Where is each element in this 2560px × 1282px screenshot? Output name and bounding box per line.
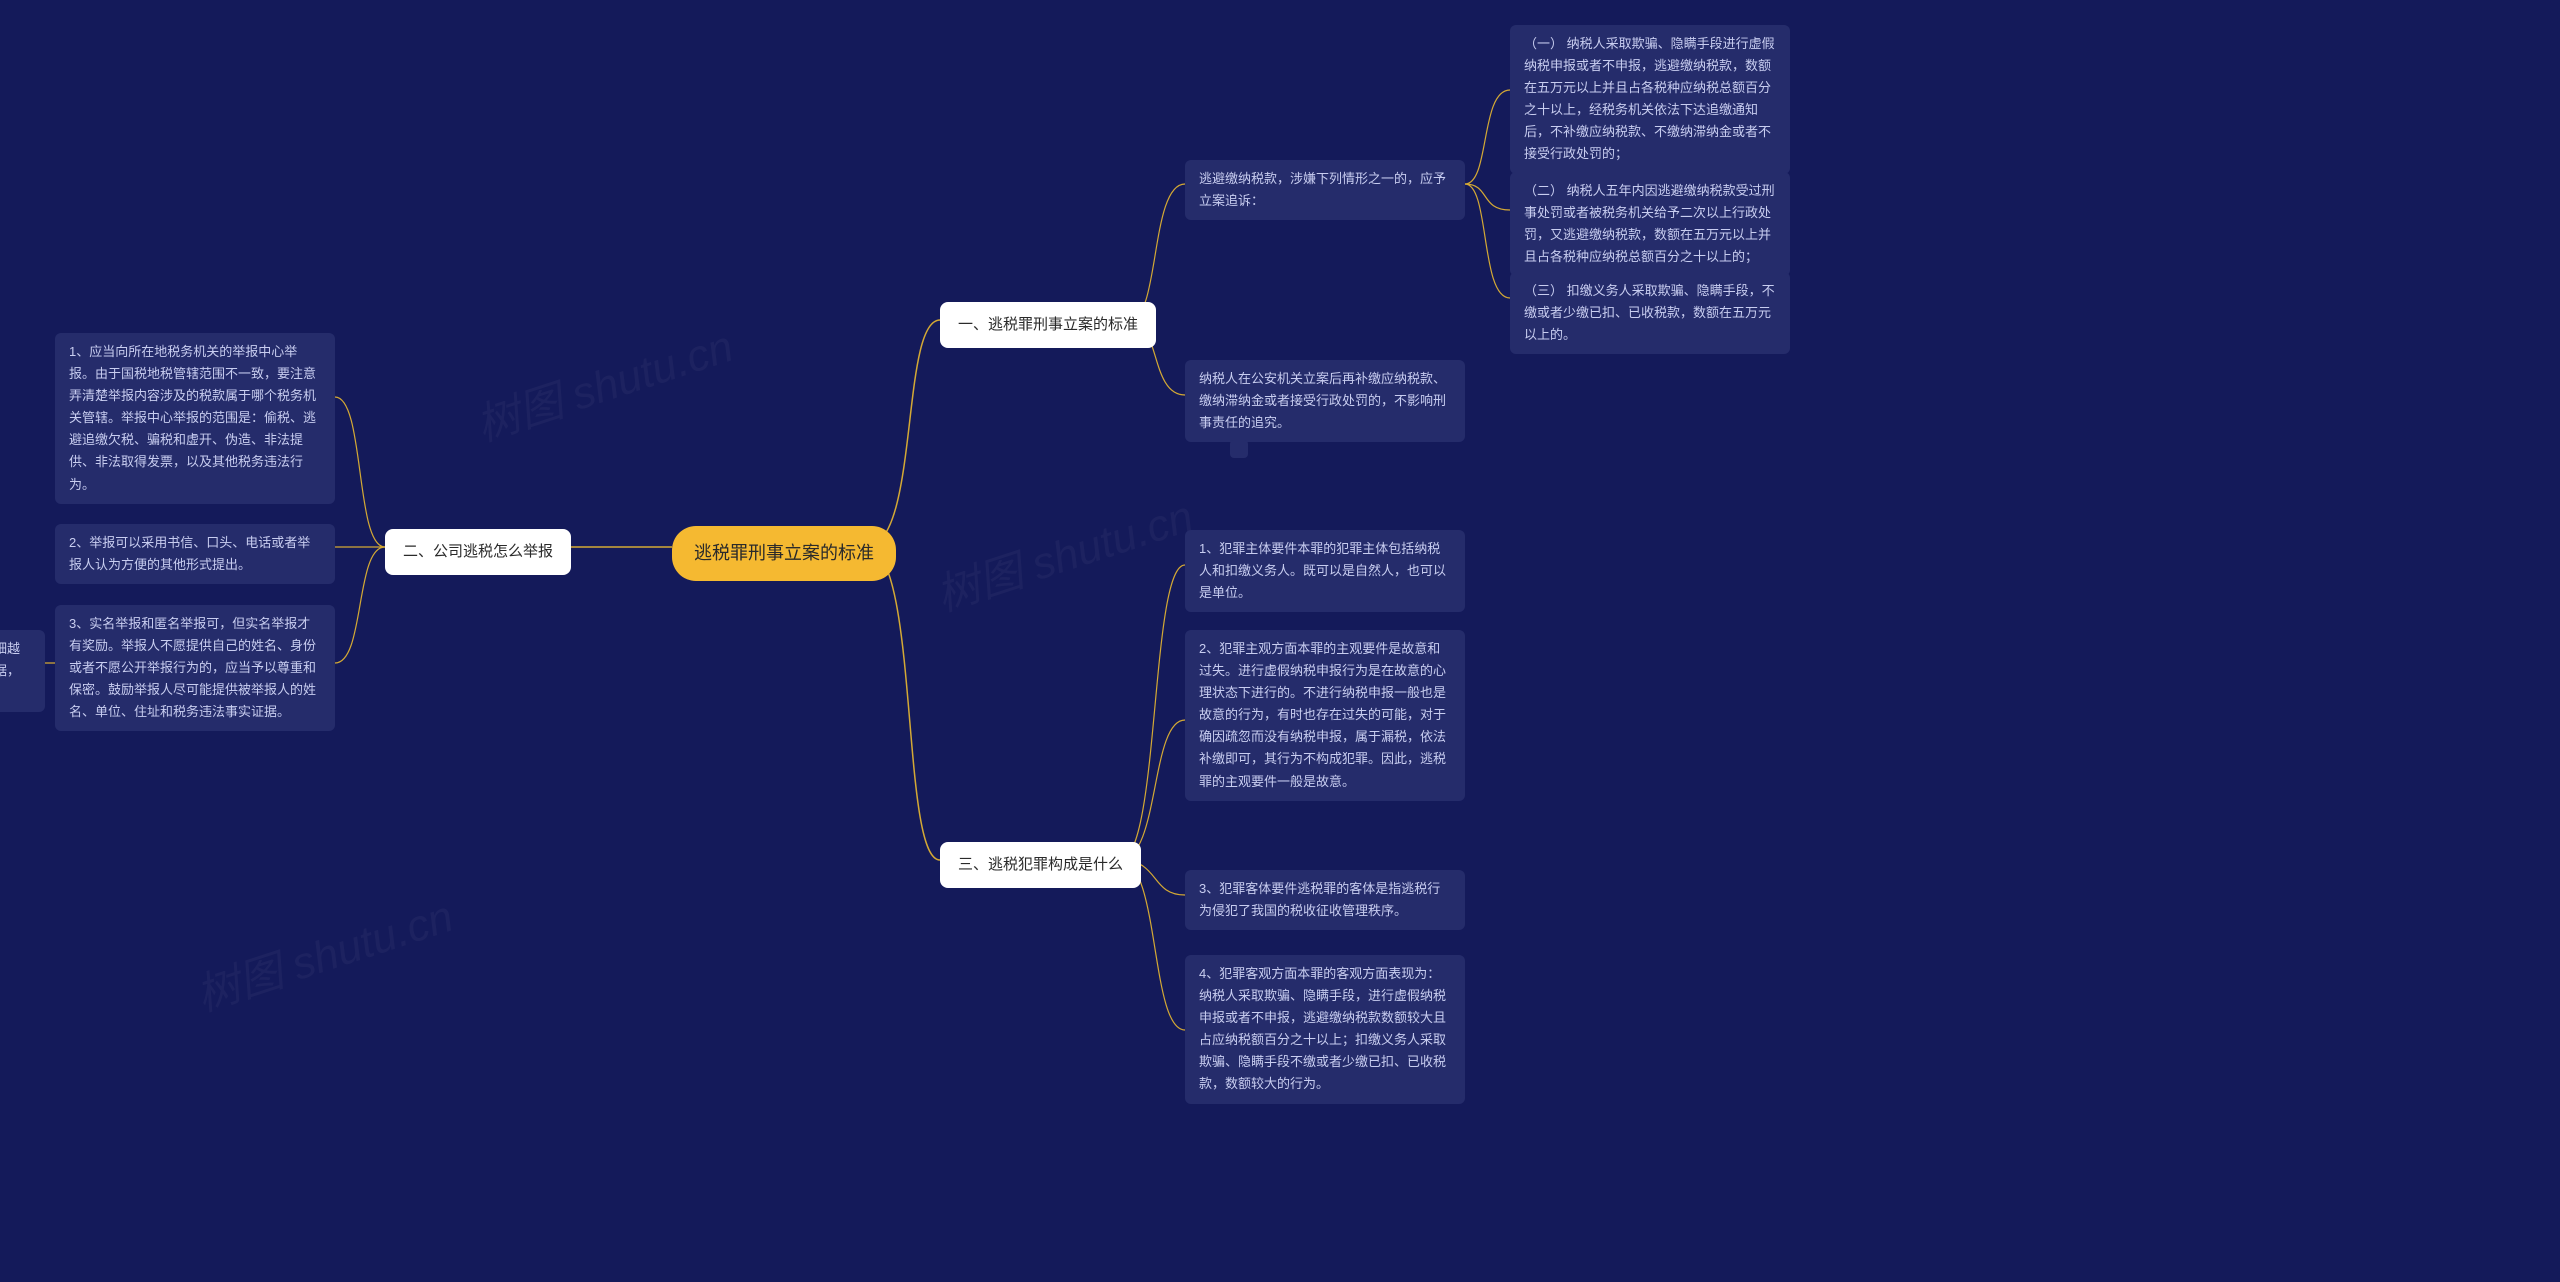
s3-child-4[interactable]: 4、犯罪客观方面本罪的客观方面表现为：纳税人采取欺骗、隐瞒手段，进行虚假纳税申报… bbox=[1185, 955, 1465, 1104]
s3-child-1[interactable]: 1、犯罪主体要件本罪的犯罪主体包括纳税人和扣缴义务人。既可以是自然人，也可以是单… bbox=[1185, 530, 1465, 612]
s2-child-2[interactable]: 2、举报可以采用书信、口头、电话或者举报人认为方便的其他形式提出。 bbox=[55, 524, 335, 584]
watermark: 树图 shutu.cn bbox=[467, 310, 740, 453]
section-1[interactable]: 一、逃税罪刑事立案的标准 bbox=[940, 302, 1156, 348]
section-3[interactable]: 三、逃税犯罪构成是什么 bbox=[940, 842, 1141, 888]
section-2[interactable]: 二、公司逃税怎么举报 bbox=[385, 529, 571, 575]
s3-child-2[interactable]: 2、犯罪主观方面本罪的主观要件是故意和过失。进行虚假纳税申报行为是在故意的心理状… bbox=[1185, 630, 1465, 801]
s1-child-1[interactable]: 逃避缴纳税款，涉嫌下列情形之一的，应予立案追诉： bbox=[1185, 160, 1465, 220]
watermark: 树图 shutu.cn bbox=[927, 480, 1200, 623]
s1-c1-g1[interactable]: （一） 纳税人采取欺骗、隐瞒手段进行虚假纳税申报或者不申报，逃避缴纳税款，数额在… bbox=[1510, 25, 1790, 174]
s2-child-3[interactable]: 3、实名举报和匿名举报可，但实名举报才有奖励。举报人不愿提供自己的姓名、身份或者… bbox=[55, 605, 335, 731]
s1-c1-g2[interactable]: （二） 纳税人五年内因逃避缴纳税款受过刑事处罚或者被税务机关给予二次以上行政处罚… bbox=[1510, 172, 1790, 276]
watermark: 树图 shutu.cn bbox=[187, 880, 460, 1023]
s1-child-2[interactable]: 纳税人在公安机关立案后再补缴应纳税款、缴纳滞纳金或者接受行政处罚的，不影响刑事责… bbox=[1185, 360, 1465, 442]
root-node[interactable]: 逃税罪刑事立案的标准 bbox=[672, 526, 896, 581]
s2-c3-g1[interactable]: 涉税举报要提供的证据，应当越详细越好，包括账册凭证合同协议发票收据，原件复印件均… bbox=[0, 630, 45, 712]
s3-child-3[interactable]: 3、犯罪客体要件逃税罪的客体是指逃税行为侵犯了我国的税收征收管理秩序。 bbox=[1185, 870, 1465, 930]
s2-child-1[interactable]: 1、应当向所在地税务机关的举报中心举报。由于国税地税管辖范围不一致，要注意弄清楚… bbox=[55, 333, 335, 504]
s1-c1-g3[interactable]: （三） 扣缴义务人采取欺骗、隐瞒手段，不缴或者少缴已扣、已收税款，数额在五万元以… bbox=[1510, 272, 1790, 354]
small-box bbox=[1230, 440, 1248, 458]
